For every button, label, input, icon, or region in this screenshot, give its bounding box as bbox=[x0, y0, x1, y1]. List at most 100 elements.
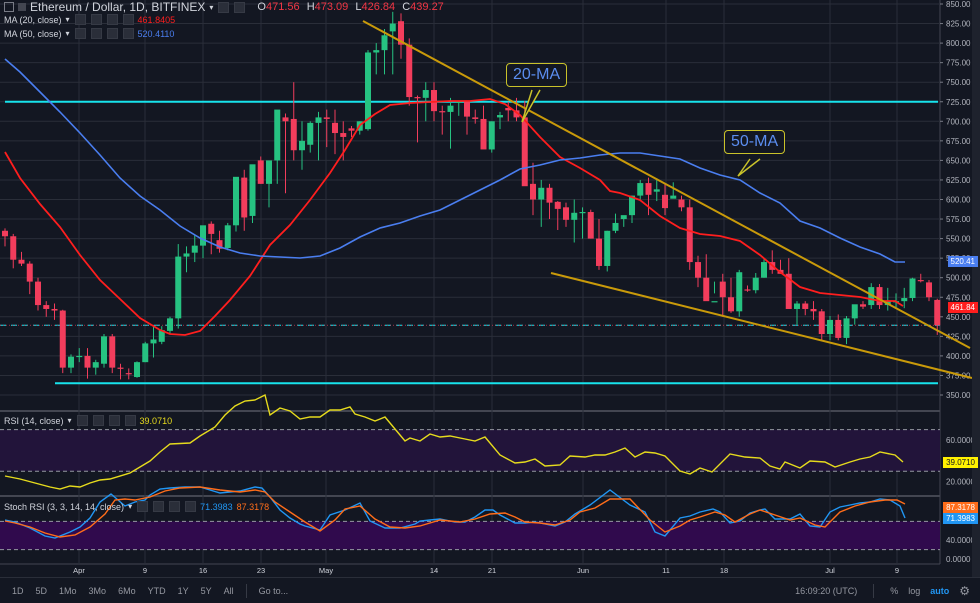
candle-body[interactable] bbox=[76, 355, 83, 358]
eye-icon[interactable] bbox=[137, 501, 149, 512]
candle-body[interactable] bbox=[200, 225, 206, 246]
candle-body[interactable] bbox=[488, 121, 495, 150]
candle-body[interactable] bbox=[571, 212, 578, 220]
candle-body[interactable] bbox=[315, 117, 322, 123]
rsi-line[interactable] bbox=[4, 393, 904, 490]
range-5d[interactable]: 5D bbox=[35, 585, 48, 596]
candle-body[interactable] bbox=[728, 297, 734, 312]
range-6mo[interactable]: 6Mo bbox=[118, 585, 136, 596]
candle-body[interactable] bbox=[183, 253, 190, 257]
candle-body[interactable] bbox=[554, 201, 561, 209]
chevron-down-icon[interactable]: ▾ bbox=[67, 416, 72, 425]
candle-body[interactable] bbox=[604, 230, 611, 266]
candle-body[interactable] bbox=[530, 183, 536, 200]
plus-icon[interactable] bbox=[106, 28, 118, 39]
candle-body[interactable] bbox=[208, 223, 215, 234]
candle-body[interactable] bbox=[241, 177, 248, 218]
chevron-down-icon[interactable]: ▾ bbox=[209, 2, 214, 12]
eye-icon[interactable] bbox=[74, 28, 86, 39]
range-ytd[interactable]: YTD bbox=[147, 585, 166, 596]
candle-body[interactable] bbox=[612, 222, 619, 231]
candle-body[interactable] bbox=[101, 336, 107, 364]
stoch-d-line[interactable] bbox=[4, 486, 906, 538]
flag-icon[interactable] bbox=[18, 3, 26, 11]
candle-body[interactable] bbox=[843, 318, 850, 338]
candle-body[interactable] bbox=[810, 308, 817, 312]
candle-body[interactable] bbox=[365, 52, 371, 130]
candle-body[interactable] bbox=[736, 272, 743, 312]
stoch-label[interactable]: Stoch RSI (3, 3, 14, 14, close) bbox=[4, 501, 125, 512]
candle-body[interactable] bbox=[926, 282, 932, 298]
close-icon[interactable] bbox=[122, 14, 134, 25]
candle-body[interactable] bbox=[274, 109, 281, 161]
candle-body[interactable] bbox=[431, 90, 437, 112]
candle-body[interactable] bbox=[513, 110, 520, 118]
candle-body[interactable] bbox=[579, 212, 586, 214]
settings-icon[interactable] bbox=[218, 1, 230, 13]
ma50-line[interactable] bbox=[4, 58, 905, 263]
candle-body[interactable] bbox=[216, 240, 223, 249]
candle-body[interactable] bbox=[497, 115, 503, 118]
candle-body[interactable] bbox=[92, 362, 99, 368]
candle-body[interactable] bbox=[711, 301, 718, 303]
candle-body[interactable] bbox=[794, 303, 800, 309]
candle-body[interactable] bbox=[43, 305, 50, 309]
candle-body[interactable] bbox=[167, 318, 173, 331]
ma50-callout[interactable]: 50-MA bbox=[724, 130, 786, 154]
candle-body[interactable] bbox=[398, 21, 404, 45]
candle-body[interactable] bbox=[282, 117, 289, 122]
candle-body[interactable] bbox=[546, 187, 553, 203]
candle-body[interactable] bbox=[917, 280, 924, 282]
candle-body[interactable] bbox=[175, 256, 182, 319]
eye-icon[interactable] bbox=[76, 415, 88, 426]
eye-icon[interactable] bbox=[74, 14, 86, 25]
plus-icon[interactable] bbox=[108, 415, 120, 426]
candle-body[interactable] bbox=[406, 44, 413, 98]
candle-body[interactable] bbox=[340, 133, 347, 137]
candle-body[interactable] bbox=[719, 281, 726, 298]
candle-body[interactable] bbox=[59, 310, 66, 368]
ma20-label[interactable]: MA (20, close) bbox=[4, 14, 62, 25]
candle-body[interactable] bbox=[266, 160, 272, 184]
rsi-label[interactable]: RSI (14, close) bbox=[4, 415, 64, 426]
candle-body[interactable] bbox=[125, 373, 132, 375]
eye-icon[interactable] bbox=[234, 1, 246, 13]
candle-body[interactable] bbox=[224, 225, 231, 248]
candle-body[interactable] bbox=[761, 262, 767, 278]
candle-body[interactable] bbox=[51, 308, 58, 311]
candle-body[interactable] bbox=[686, 207, 693, 263]
candle-body[interactable] bbox=[414, 97, 421, 99]
candle-body[interactable] bbox=[620, 215, 627, 220]
candle-body[interactable] bbox=[860, 304, 866, 307]
auto-toggle[interactable]: auto bbox=[930, 585, 950, 596]
candle-body[interactable] bbox=[629, 195, 635, 216]
candle-body[interactable] bbox=[703, 277, 710, 302]
candle-body[interactable] bbox=[934, 299, 941, 326]
trend-line[interactable] bbox=[362, 20, 971, 349]
settings-icon[interactable] bbox=[92, 415, 104, 426]
candle-body[interactable] bbox=[472, 117, 479, 119]
candle-body[interactable] bbox=[695, 262, 701, 278]
candle-body[interactable] bbox=[257, 160, 264, 184]
symbol-title[interactable]: Ethereum / Dollar, 1D, BITFINEX bbox=[30, 0, 206, 14]
candle-body[interactable] bbox=[637, 183, 644, 196]
collapse-icon[interactable] bbox=[4, 2, 14, 12]
candle-body[interactable] bbox=[538, 187, 545, 200]
candle-body[interactable] bbox=[670, 195, 677, 199]
chart-canvas[interactable]: 850.00 825.00 800.00 775.00 750.00 725.00 700.… bbox=[0, 0, 980, 577]
candle-body[interactable] bbox=[389, 23, 396, 32]
candle-body[interactable] bbox=[373, 50, 380, 53]
chevron-down-icon[interactable]: ▾ bbox=[65, 15, 70, 24]
candle-body[interactable] bbox=[901, 298, 908, 302]
candle-body[interactable] bbox=[323, 117, 330, 119]
settings-icon[interactable] bbox=[90, 28, 102, 39]
candle-body[interactable] bbox=[332, 122, 338, 134]
close-icon[interactable] bbox=[124, 415, 136, 426]
candle-body[interactable] bbox=[464, 101, 470, 117]
ma20-line[interactable] bbox=[4, 98, 904, 336]
candle-body[interactable] bbox=[752, 277, 759, 291]
trend-line[interactable] bbox=[550, 272, 973, 379]
candle-body[interactable] bbox=[827, 319, 833, 335]
candle-body[interactable] bbox=[191, 245, 198, 253]
candle-body[interactable] bbox=[142, 343, 149, 363]
